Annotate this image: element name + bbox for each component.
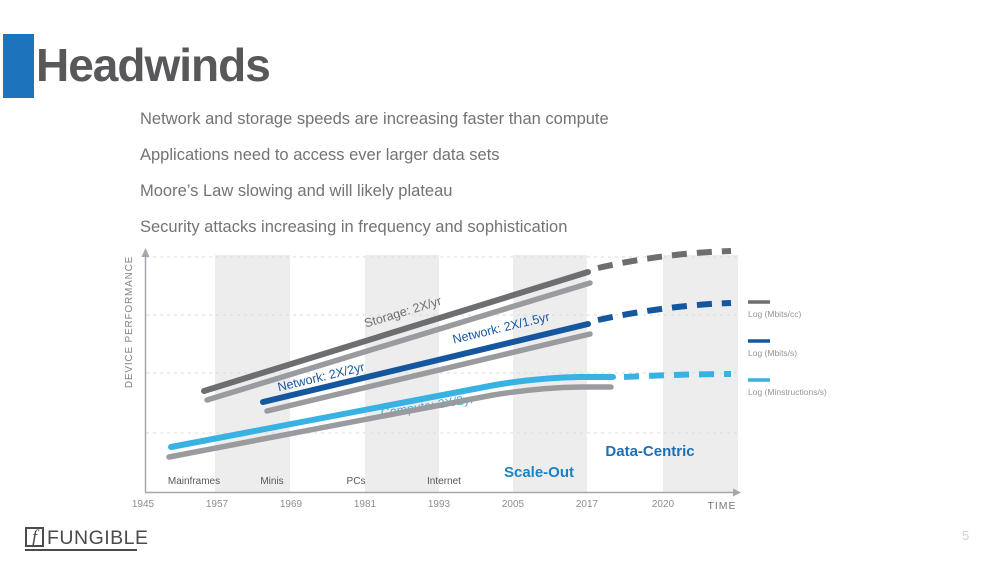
network-shadow-line xyxy=(264,331,593,414)
x-tick: 1981 xyxy=(354,499,377,510)
compute-line xyxy=(168,374,616,450)
bullet-text: Moore’s Law slowing and will likely plat… xyxy=(140,182,453,200)
x-axis-arrow xyxy=(733,488,741,497)
page-number: 5 xyxy=(962,528,970,543)
title-accent-bar xyxy=(3,34,34,98)
x-tick: 2017 xyxy=(576,499,599,510)
bullet-text: Security attacks increasing in frequency… xyxy=(140,218,568,236)
x-tick: 1993 xyxy=(428,499,451,510)
x-tick: 1945 xyxy=(132,499,155,510)
y-axis-arrow xyxy=(141,248,150,257)
bullet-list: Network and storage speeds are increasin… xyxy=(140,101,609,245)
network-line xyxy=(260,321,591,405)
x-axis-title: TIME xyxy=(707,500,736,512)
phase-label-data-centric: Data-Centric xyxy=(605,443,694,460)
y-axis-title: DEVICE PERFORMANCE xyxy=(124,256,135,388)
brand-logo-icon: f xyxy=(25,527,44,547)
era-label-internet: Internet xyxy=(427,476,461,487)
bullet-text: Applications need to access ever larger … xyxy=(140,146,500,164)
x-tick: 2005 xyxy=(502,499,525,510)
x-tick: 1969 xyxy=(280,499,303,510)
axes xyxy=(141,248,741,497)
projection-lines xyxy=(597,248,732,380)
brand-underline xyxy=(25,549,137,551)
x-tick-labels: 1945 1957 1969 1981 1993 2005 2017 2020 xyxy=(132,499,675,510)
phase-label-scale-out: Scale-Out xyxy=(504,464,574,481)
era-label-minis: Minis xyxy=(260,476,283,487)
era-label-pcs: PCs xyxy=(347,476,366,487)
legend-label-compute: Log (Minstructions/s) xyxy=(748,387,827,397)
era-label-mainframes: Mainframes xyxy=(168,476,220,487)
legend-label-network: Log (Mbits/s) xyxy=(748,348,797,358)
storage-shadow-line xyxy=(204,280,593,403)
x-tick: 2020 xyxy=(652,499,675,510)
x-tick: 1957 xyxy=(206,499,229,510)
chart-legend: Log (Mbits/cc) Log (Mbits/s) Log (Minstr… xyxy=(748,300,827,397)
bullet-text: Network and storage speeds are increasin… xyxy=(140,110,609,128)
legend-label-storage: Log (Mbits/cc) xyxy=(748,309,802,319)
era-labels: Mainframes Minis PCs Internet xyxy=(168,476,461,487)
page-title: Headwinds xyxy=(36,39,271,91)
brand-name: FUNGIBLE xyxy=(47,527,149,549)
compute-shadow-line xyxy=(166,384,614,460)
brand-monogram: f xyxy=(31,527,38,548)
series-lines xyxy=(168,269,616,450)
storage-line xyxy=(201,269,591,394)
compute-projection-line xyxy=(623,371,732,380)
shadow-lines xyxy=(166,280,614,460)
